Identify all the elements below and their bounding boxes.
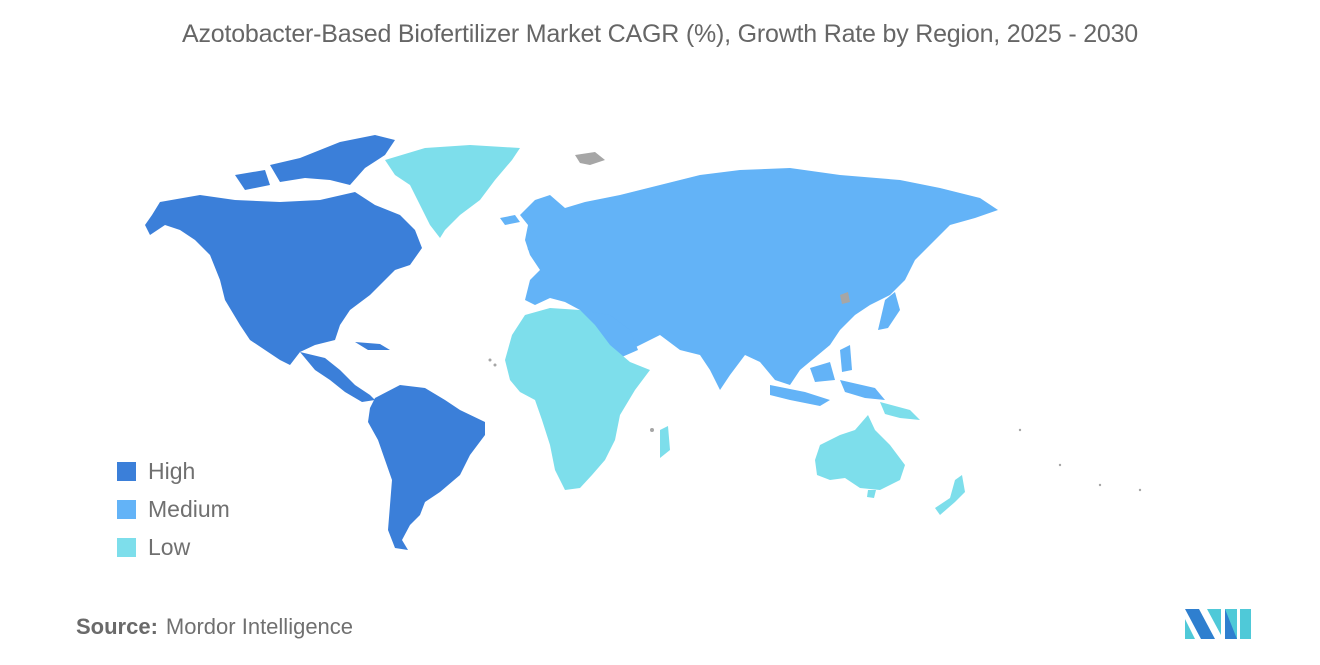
source-label: Source:	[76, 614, 158, 639]
legend-swatch-high	[117, 461, 136, 481]
region-south-america	[368, 385, 485, 550]
source-value: Mordor Intelligence	[165, 614, 354, 639]
mordor-intelligence-logo-icon	[1185, 609, 1251, 639]
region-eurasia	[500, 168, 998, 406]
source-attribution: Source: Mordor Intelligence	[76, 614, 353, 640]
legend-item-medium: Medium	[117, 490, 230, 528]
legend-item-high: High	[117, 452, 230, 490]
region-africa	[505, 308, 670, 490]
legend-label: Medium	[148, 495, 230, 522]
region-north-america	[145, 135, 422, 402]
region-oceania	[815, 402, 965, 515]
region-no-data	[488, 152, 1142, 492]
legend-label: Low	[148, 533, 191, 560]
chart-title: Azotobacter-Based Biofertilizer Market C…	[181, 20, 1139, 48]
legend-item-low: Low	[117, 528, 230, 566]
legend-swatch-medium	[117, 499, 136, 519]
map-legend: High Medium Low	[117, 452, 230, 566]
legend-swatch-low	[117, 537, 136, 557]
legend-label: High	[148, 457, 196, 484]
world-map	[145, 135, 1142, 550]
region-greenland	[385, 145, 520, 238]
